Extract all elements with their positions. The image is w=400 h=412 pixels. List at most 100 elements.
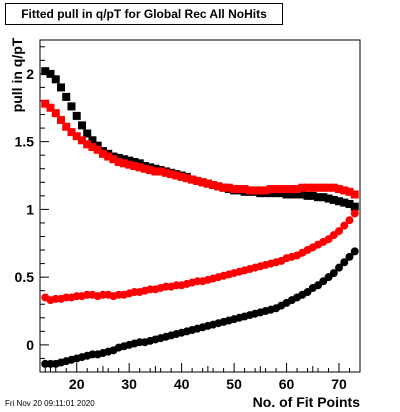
red_upper-point <box>266 185 275 194</box>
red_upper-point <box>314 183 323 192</box>
y-tick-label: 1 <box>26 201 34 217</box>
black_upper-point <box>272 189 281 198</box>
red_upper-point <box>62 122 71 131</box>
black_upper-point <box>67 102 76 111</box>
black_upper-point <box>83 129 92 138</box>
black_upper-point <box>329 195 338 204</box>
black_upper-point <box>282 190 291 199</box>
black_lower-point <box>350 247 359 256</box>
red_upper-point <box>324 183 333 192</box>
black_upper-point <box>287 190 296 199</box>
red_upper-point <box>93 145 102 154</box>
x-tick-label: 30 <box>121 376 137 392</box>
red_upper-point <box>83 140 92 149</box>
red_lower-point <box>340 221 349 230</box>
black_upper-point <box>88 136 97 145</box>
red_upper-point <box>224 183 233 192</box>
red_upper-point <box>214 182 223 191</box>
black_upper-point <box>266 189 275 198</box>
red_lower-point <box>350 209 359 218</box>
black_upper-point <box>46 69 55 78</box>
red_upper-point <box>161 168 170 177</box>
red_upper-point <box>51 109 60 118</box>
red_upper-point <box>282 185 291 194</box>
red_upper-point <box>156 167 165 176</box>
red_lower-point <box>345 216 354 225</box>
black_lower-point <box>345 252 354 261</box>
red_upper-point <box>114 157 123 166</box>
red_upper-point <box>72 132 81 141</box>
red_upper-point <box>109 155 118 164</box>
red_upper-point <box>46 103 55 112</box>
x-tick-label: 60 <box>279 376 295 392</box>
red_upper-point <box>188 175 197 184</box>
black_upper-point <box>93 141 102 150</box>
red_upper-point <box>277 185 286 194</box>
black_upper-point <box>119 155 128 164</box>
red_upper-point <box>135 163 144 172</box>
red_upper-point <box>245 186 254 195</box>
black_lower-point <box>335 263 344 272</box>
chart-title: Fitted pull in q/pT for Global Rec All N… <box>5 3 283 25</box>
red_upper-point <box>77 136 86 145</box>
red_upper-point <box>272 185 281 194</box>
red_upper-point <box>256 186 265 195</box>
red_upper-point <box>261 186 270 195</box>
red_upper-point <box>203 179 212 188</box>
black_upper-point <box>135 159 144 168</box>
red_upper-point <box>287 185 296 194</box>
red_upper-point <box>235 185 244 194</box>
red_upper-point <box>182 174 191 183</box>
x-axis-label: No. of Fit Points <box>252 394 360 410</box>
red_upper-point <box>350 190 359 199</box>
black_upper-point <box>41 67 50 76</box>
red_upper-point <box>146 166 155 175</box>
red_upper-point <box>67 128 76 137</box>
red_upper-point <box>293 185 302 194</box>
black_upper-point <box>114 153 123 162</box>
x-tick-label: 70 <box>331 376 347 392</box>
red_upper-point <box>193 176 202 185</box>
red_upper-point <box>340 186 349 195</box>
y-tick-label: 0.5 <box>15 269 35 285</box>
x-tick-label: 40 <box>174 376 190 392</box>
black_upper-point <box>340 198 349 207</box>
black_upper-point <box>314 193 323 202</box>
black_upper-point <box>345 199 354 208</box>
red_upper-point <box>41 99 50 108</box>
black_upper-point <box>303 191 312 200</box>
y-axis-label: pull in q/pT <box>9 37 25 113</box>
red_upper-point <box>56 115 65 124</box>
red_upper-point <box>303 183 312 192</box>
red_upper-point <box>151 167 160 176</box>
red_upper-point <box>345 187 354 196</box>
red_upper-point <box>177 172 186 181</box>
y-tick-label: 0 <box>26 337 34 353</box>
red_upper-point <box>172 171 181 180</box>
red_upper-point <box>98 149 107 158</box>
black_upper-point <box>350 202 359 211</box>
black_upper-point <box>319 193 328 202</box>
red_upper-point <box>130 162 139 171</box>
black_lower-point <box>329 269 338 278</box>
red_upper-point <box>251 186 260 195</box>
black_upper-point <box>298 190 307 199</box>
red_upper-point <box>230 185 239 194</box>
y-tick-label: 1.5 <box>15 134 35 150</box>
black_upper-point <box>125 156 134 165</box>
red_upper-point <box>335 185 344 194</box>
red_upper-point <box>308 183 317 192</box>
y-tick-label: 2 <box>26 66 34 82</box>
plot-frame <box>39 39 361 373</box>
x-tick-label: 50 <box>226 376 242 392</box>
red_upper-point <box>167 170 176 179</box>
black_upper-point <box>277 189 286 198</box>
red_upper-point <box>125 160 134 169</box>
black_upper-point <box>130 157 139 166</box>
red_upper-point <box>140 164 149 173</box>
black_upper-point <box>324 194 333 203</box>
red_upper-point <box>88 143 97 152</box>
x-tick-label: 20 <box>69 376 85 392</box>
black_upper-point <box>335 197 344 206</box>
